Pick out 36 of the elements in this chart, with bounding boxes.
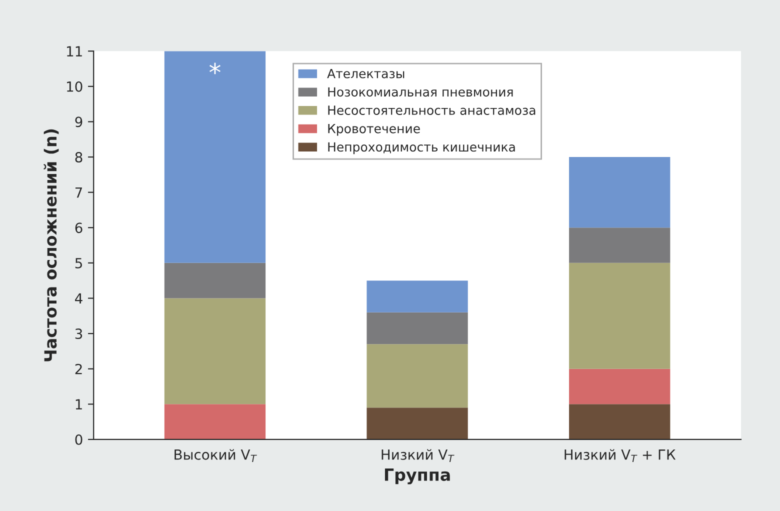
legend-label: Кровотечение bbox=[328, 124, 420, 136]
y-tick-label: 0 bbox=[75, 434, 82, 445]
legend-label: Нозокомиальная пневмония bbox=[328, 87, 513, 97]
bar bbox=[569, 262, 670, 369]
bar bbox=[366, 344, 468, 408]
y-tick-label: 5 bbox=[75, 258, 82, 268]
bar bbox=[366, 280, 468, 312]
bar bbox=[569, 404, 670, 440]
y-tick-label: 9 bbox=[75, 116, 82, 128]
y-tick-label: 2 bbox=[75, 364, 82, 374]
bar bbox=[164, 404, 266, 440]
legend-label: Непроходимость кишечника bbox=[328, 142, 515, 154]
x-tick-label: Низкий V$_{T}$ bbox=[382, 449, 454, 462]
bar bbox=[366, 408, 468, 440]
y-tick-label: 10 bbox=[67, 81, 82, 92]
y-tick-label: 8 bbox=[75, 152, 82, 162]
legend-label: Несостоятельность анастамоза bbox=[328, 106, 536, 115]
y-tick-label: 4 bbox=[75, 293, 82, 304]
bar bbox=[569, 228, 670, 263]
y-tick-label: 1 bbox=[76, 399, 82, 410]
x-tick-label: Низкий V$_{T}$ + ГК bbox=[564, 449, 676, 462]
bar bbox=[164, 262, 266, 298]
y-tick-label: 11 bbox=[67, 46, 82, 56]
x-axis-title: Группа bbox=[384, 468, 450, 484]
annotation: * bbox=[209, 62, 220, 74]
legend-label: Ателектазы bbox=[327, 68, 404, 78]
bar bbox=[164, 298, 266, 404]
x-tick-label: Высокий V$_{T}$ bbox=[174, 449, 257, 462]
bar bbox=[164, 51, 266, 263]
y-axis-title: Частота осложнений (n) bbox=[44, 129, 59, 362]
bar bbox=[569, 368, 670, 404]
bar bbox=[366, 312, 468, 344]
bar bbox=[569, 157, 670, 228]
y-tick-label: 7 bbox=[75, 187, 82, 198]
y-tick-label: 3 bbox=[75, 328, 82, 340]
y-tick-label: 6 bbox=[75, 222, 82, 234]
